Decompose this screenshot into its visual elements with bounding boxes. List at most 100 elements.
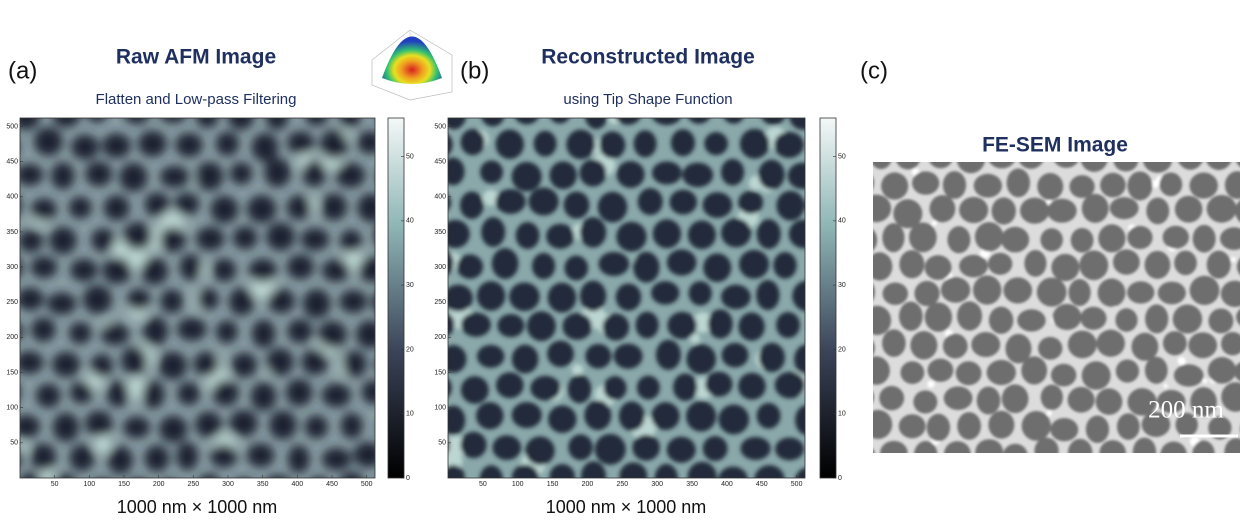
cell (1069, 279, 1091, 306)
cell (69, 196, 92, 219)
cell (773, 252, 796, 279)
cell (1068, 439, 1092, 466)
y-tick-label: 450 (434, 158, 446, 165)
cell (564, 191, 590, 218)
cell (1145, 357, 1168, 384)
cell (249, 258, 277, 282)
cell (795, 405, 818, 435)
cell (138, 131, 167, 157)
cell (301, 228, 330, 251)
cell (1163, 331, 1187, 355)
colorbar-tick-label: 50 (406, 153, 414, 160)
cell (353, 442, 383, 468)
cell (16, 287, 44, 310)
cell (1024, 250, 1046, 277)
cell (603, 314, 630, 341)
x-tick-label: 300 (222, 481, 234, 488)
cell (210, 195, 238, 223)
cell (988, 253, 1012, 275)
cell (705, 372, 732, 397)
cell (616, 284, 642, 311)
y-tick-label: 300 (434, 264, 446, 271)
cell (141, 257, 169, 285)
cell (302, 160, 326, 187)
cell (900, 361, 924, 384)
cell (69, 444, 94, 471)
cell (925, 303, 952, 332)
cell (580, 159, 607, 186)
cell (879, 386, 904, 410)
y-tick-label: 400 (6, 194, 18, 201)
y-tick-label: 100 (434, 405, 446, 412)
cell (144, 445, 169, 472)
colorbar-tick-label: 30 (406, 282, 414, 289)
cell (603, 376, 626, 400)
cell (1068, 331, 1097, 359)
cell (212, 380, 239, 407)
y-tick-label: 200 (434, 334, 446, 341)
cell (106, 381, 129, 408)
cell (179, 254, 201, 281)
x-tick-label: 500 (361, 481, 373, 488)
cell (1127, 226, 1152, 249)
cell (322, 383, 352, 407)
cell (301, 349, 328, 375)
cell (357, 131, 383, 154)
cell (1127, 171, 1152, 200)
panel-title: Reconstructed Image (541, 46, 755, 69)
cell (1098, 279, 1126, 307)
afm-image (0, 98, 422, 506)
cell (882, 223, 904, 252)
cell (1068, 387, 1095, 413)
x-tick-label: 250 (616, 481, 628, 488)
cell (914, 441, 937, 468)
cell (738, 191, 763, 214)
bright-spot (927, 381, 934, 388)
cell (971, 332, 1000, 357)
cell (546, 224, 574, 249)
cell (18, 230, 43, 253)
cell (0, 445, 23, 469)
cell (108, 446, 134, 475)
cell (512, 162, 542, 192)
cell (956, 361, 982, 385)
cell (1113, 249, 1140, 274)
x-tick-label: 50 (479, 481, 487, 488)
cell (896, 147, 920, 169)
x-tick-label: 50 (51, 481, 59, 488)
cell (855, 227, 877, 254)
cell (651, 281, 679, 304)
y-tick-label: 200 (6, 334, 18, 341)
y-tick-label: 400 (434, 194, 446, 201)
panel-label: (a) (8, 57, 37, 84)
cell (851, 278, 875, 307)
cell (1052, 466, 1078, 494)
cell (975, 222, 1003, 251)
cell (652, 161, 682, 184)
cell (776, 191, 804, 221)
cell (1131, 333, 1158, 361)
cell (229, 287, 255, 315)
cell (638, 188, 663, 215)
cell (70, 381, 93, 404)
cell (564, 256, 588, 281)
cell (160, 227, 186, 253)
cell (197, 288, 220, 310)
cell (863, 356, 890, 384)
cell (457, 254, 483, 278)
cell (845, 443, 875, 467)
cell (358, 257, 387, 282)
cell (1193, 225, 1216, 253)
cell (1174, 251, 1197, 276)
cell (1051, 254, 1079, 281)
cell (957, 412, 981, 440)
cell (757, 219, 781, 249)
cell (686, 401, 716, 432)
cell (758, 160, 784, 190)
cell (1082, 361, 1111, 390)
cell (743, 497, 767, 520)
cell (1208, 308, 1233, 333)
cell (287, 131, 314, 154)
cell (477, 281, 505, 311)
panel-title: Raw AFM Image (116, 46, 276, 69)
